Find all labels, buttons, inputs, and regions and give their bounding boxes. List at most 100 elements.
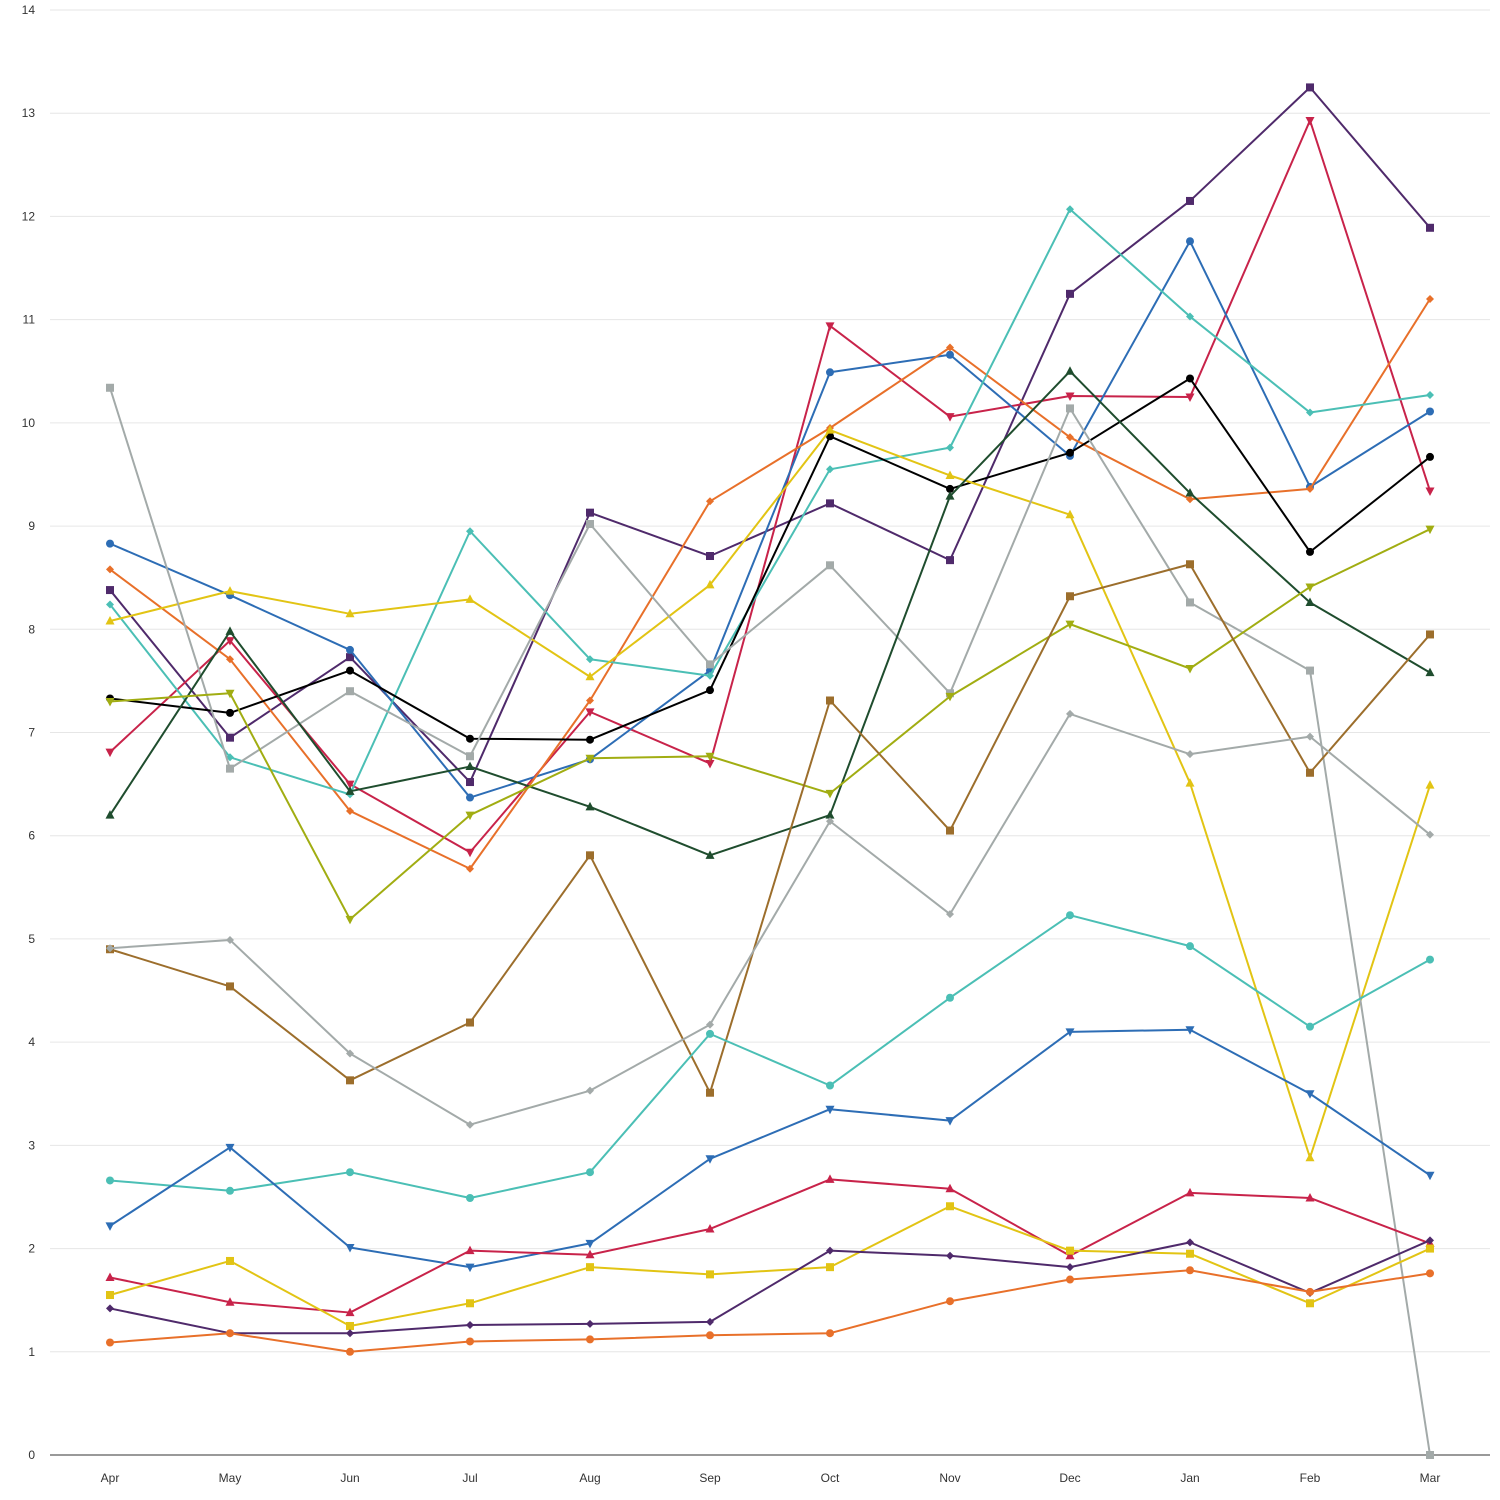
data-point[interactable] <box>346 653 354 662</box>
data-point[interactable] <box>1305 1090 1315 1099</box>
data-point[interactable] <box>1426 295 1434 303</box>
data-point[interactable] <box>1065 1250 1075 1260</box>
series-line[interactable] <box>109 563 1431 1094</box>
data-point[interactable] <box>1305 597 1315 606</box>
data-point[interactable] <box>585 671 595 681</box>
data-point[interactable] <box>1066 709 1074 718</box>
data-point[interactable] <box>1185 488 1195 497</box>
data-point[interactable] <box>706 660 714 669</box>
data-point[interactable] <box>1185 393 1195 403</box>
data-point[interactable] <box>225 626 235 635</box>
data-point[interactable] <box>1065 392 1075 402</box>
series-line[interactable] <box>109 1178 1431 1314</box>
data-point[interactable] <box>225 637 235 646</box>
data-point[interactable] <box>1066 1246 1074 1255</box>
data-point[interactable] <box>466 1120 474 1129</box>
data-point[interactable] <box>1426 1244 1434 1253</box>
data-point[interactable] <box>105 698 115 707</box>
data-point[interactable] <box>1066 1275 1074 1284</box>
data-point[interactable] <box>1426 1269 1434 1278</box>
data-point[interactable] <box>706 1331 714 1340</box>
data-point[interactable] <box>705 1223 715 1233</box>
data-point[interactable] <box>826 696 834 705</box>
series-line[interactable] <box>109 86 1431 784</box>
data-point[interactable] <box>1185 665 1195 674</box>
data-point[interactable] <box>706 686 714 695</box>
data-point[interactable] <box>946 1297 954 1306</box>
data-point[interactable] <box>106 944 114 953</box>
data-point[interactable] <box>226 733 234 742</box>
data-point[interactable] <box>705 1155 715 1164</box>
data-point[interactable] <box>346 806 354 815</box>
data-point[interactable] <box>466 1299 474 1308</box>
data-point[interactable] <box>345 608 355 618</box>
data-point[interactable] <box>1186 1266 1194 1275</box>
data-point[interactable] <box>345 786 355 795</box>
data-point[interactable] <box>1426 452 1434 461</box>
data-point[interactable] <box>106 565 114 574</box>
data-point[interactable] <box>465 848 475 858</box>
data-point[interactable] <box>946 484 954 493</box>
data-point[interactable] <box>945 470 955 479</box>
data-point[interactable] <box>106 539 114 548</box>
data-point[interactable] <box>466 793 474 802</box>
data-point[interactable] <box>226 655 234 664</box>
data-point[interactable] <box>225 1297 235 1306</box>
data-point[interactable] <box>106 383 114 392</box>
data-point[interactable] <box>1186 560 1194 569</box>
series-line[interactable] <box>109 914 1431 1199</box>
data-point[interactable] <box>1305 1152 1315 1162</box>
data-point[interactable] <box>345 1307 355 1317</box>
data-point[interactable] <box>1186 1249 1194 1258</box>
data-point[interactable] <box>706 1020 714 1029</box>
data-point[interactable] <box>1425 667 1435 677</box>
data-point[interactable] <box>1066 592 1074 601</box>
data-point[interactable] <box>1186 196 1194 205</box>
data-point[interactable] <box>826 465 834 474</box>
data-point[interactable] <box>1186 374 1194 383</box>
data-point[interactable] <box>1066 404 1074 413</box>
data-point[interactable] <box>825 322 835 331</box>
data-point[interactable] <box>226 1329 234 1338</box>
data-point[interactable] <box>826 1081 834 1090</box>
data-point[interactable] <box>946 443 954 452</box>
series-line[interactable] <box>109 712 1431 1126</box>
data-point[interactable] <box>585 1239 595 1249</box>
data-point[interactable] <box>1426 630 1434 639</box>
data-point[interactable] <box>825 789 835 799</box>
data-point[interactable] <box>1306 484 1314 493</box>
series-line[interactable] <box>109 1205 1431 1327</box>
data-point[interactable] <box>1425 525 1435 535</box>
data-point[interactable] <box>585 754 595 764</box>
data-point[interactable] <box>586 1168 594 1177</box>
data-point[interactable] <box>946 343 954 352</box>
data-point[interactable] <box>346 666 354 675</box>
data-point[interactable] <box>1305 116 1315 126</box>
data-point[interactable] <box>945 1117 955 1126</box>
series-line[interactable] <box>109 429 1431 1159</box>
data-point[interactable] <box>466 527 474 536</box>
data-point[interactable] <box>346 1329 354 1338</box>
data-point[interactable] <box>1065 509 1075 519</box>
data-point[interactable] <box>946 1251 954 1260</box>
data-point[interactable] <box>1185 778 1195 787</box>
data-point[interactable] <box>1065 620 1075 630</box>
series-line[interactable] <box>109 1028 1431 1269</box>
data-point[interactable] <box>826 1263 834 1272</box>
data-point[interactable] <box>466 1018 474 1027</box>
series-line[interactable] <box>109 119 1431 854</box>
data-point[interactable] <box>465 1263 475 1273</box>
data-point[interactable] <box>106 1176 114 1185</box>
data-point[interactable] <box>225 586 235 595</box>
data-point[interactable] <box>1186 750 1194 759</box>
data-point[interactable] <box>826 1246 834 1255</box>
data-point[interactable] <box>586 1335 594 1344</box>
data-point[interactable] <box>105 1272 115 1281</box>
data-point[interactable] <box>706 1317 714 1326</box>
series-line[interactable] <box>109 387 1431 1456</box>
data-point[interactable] <box>586 851 594 860</box>
data-point[interactable] <box>1066 433 1074 442</box>
data-point[interactable] <box>466 864 474 873</box>
data-point[interactable] <box>826 499 834 508</box>
data-point[interactable] <box>346 1321 354 1330</box>
